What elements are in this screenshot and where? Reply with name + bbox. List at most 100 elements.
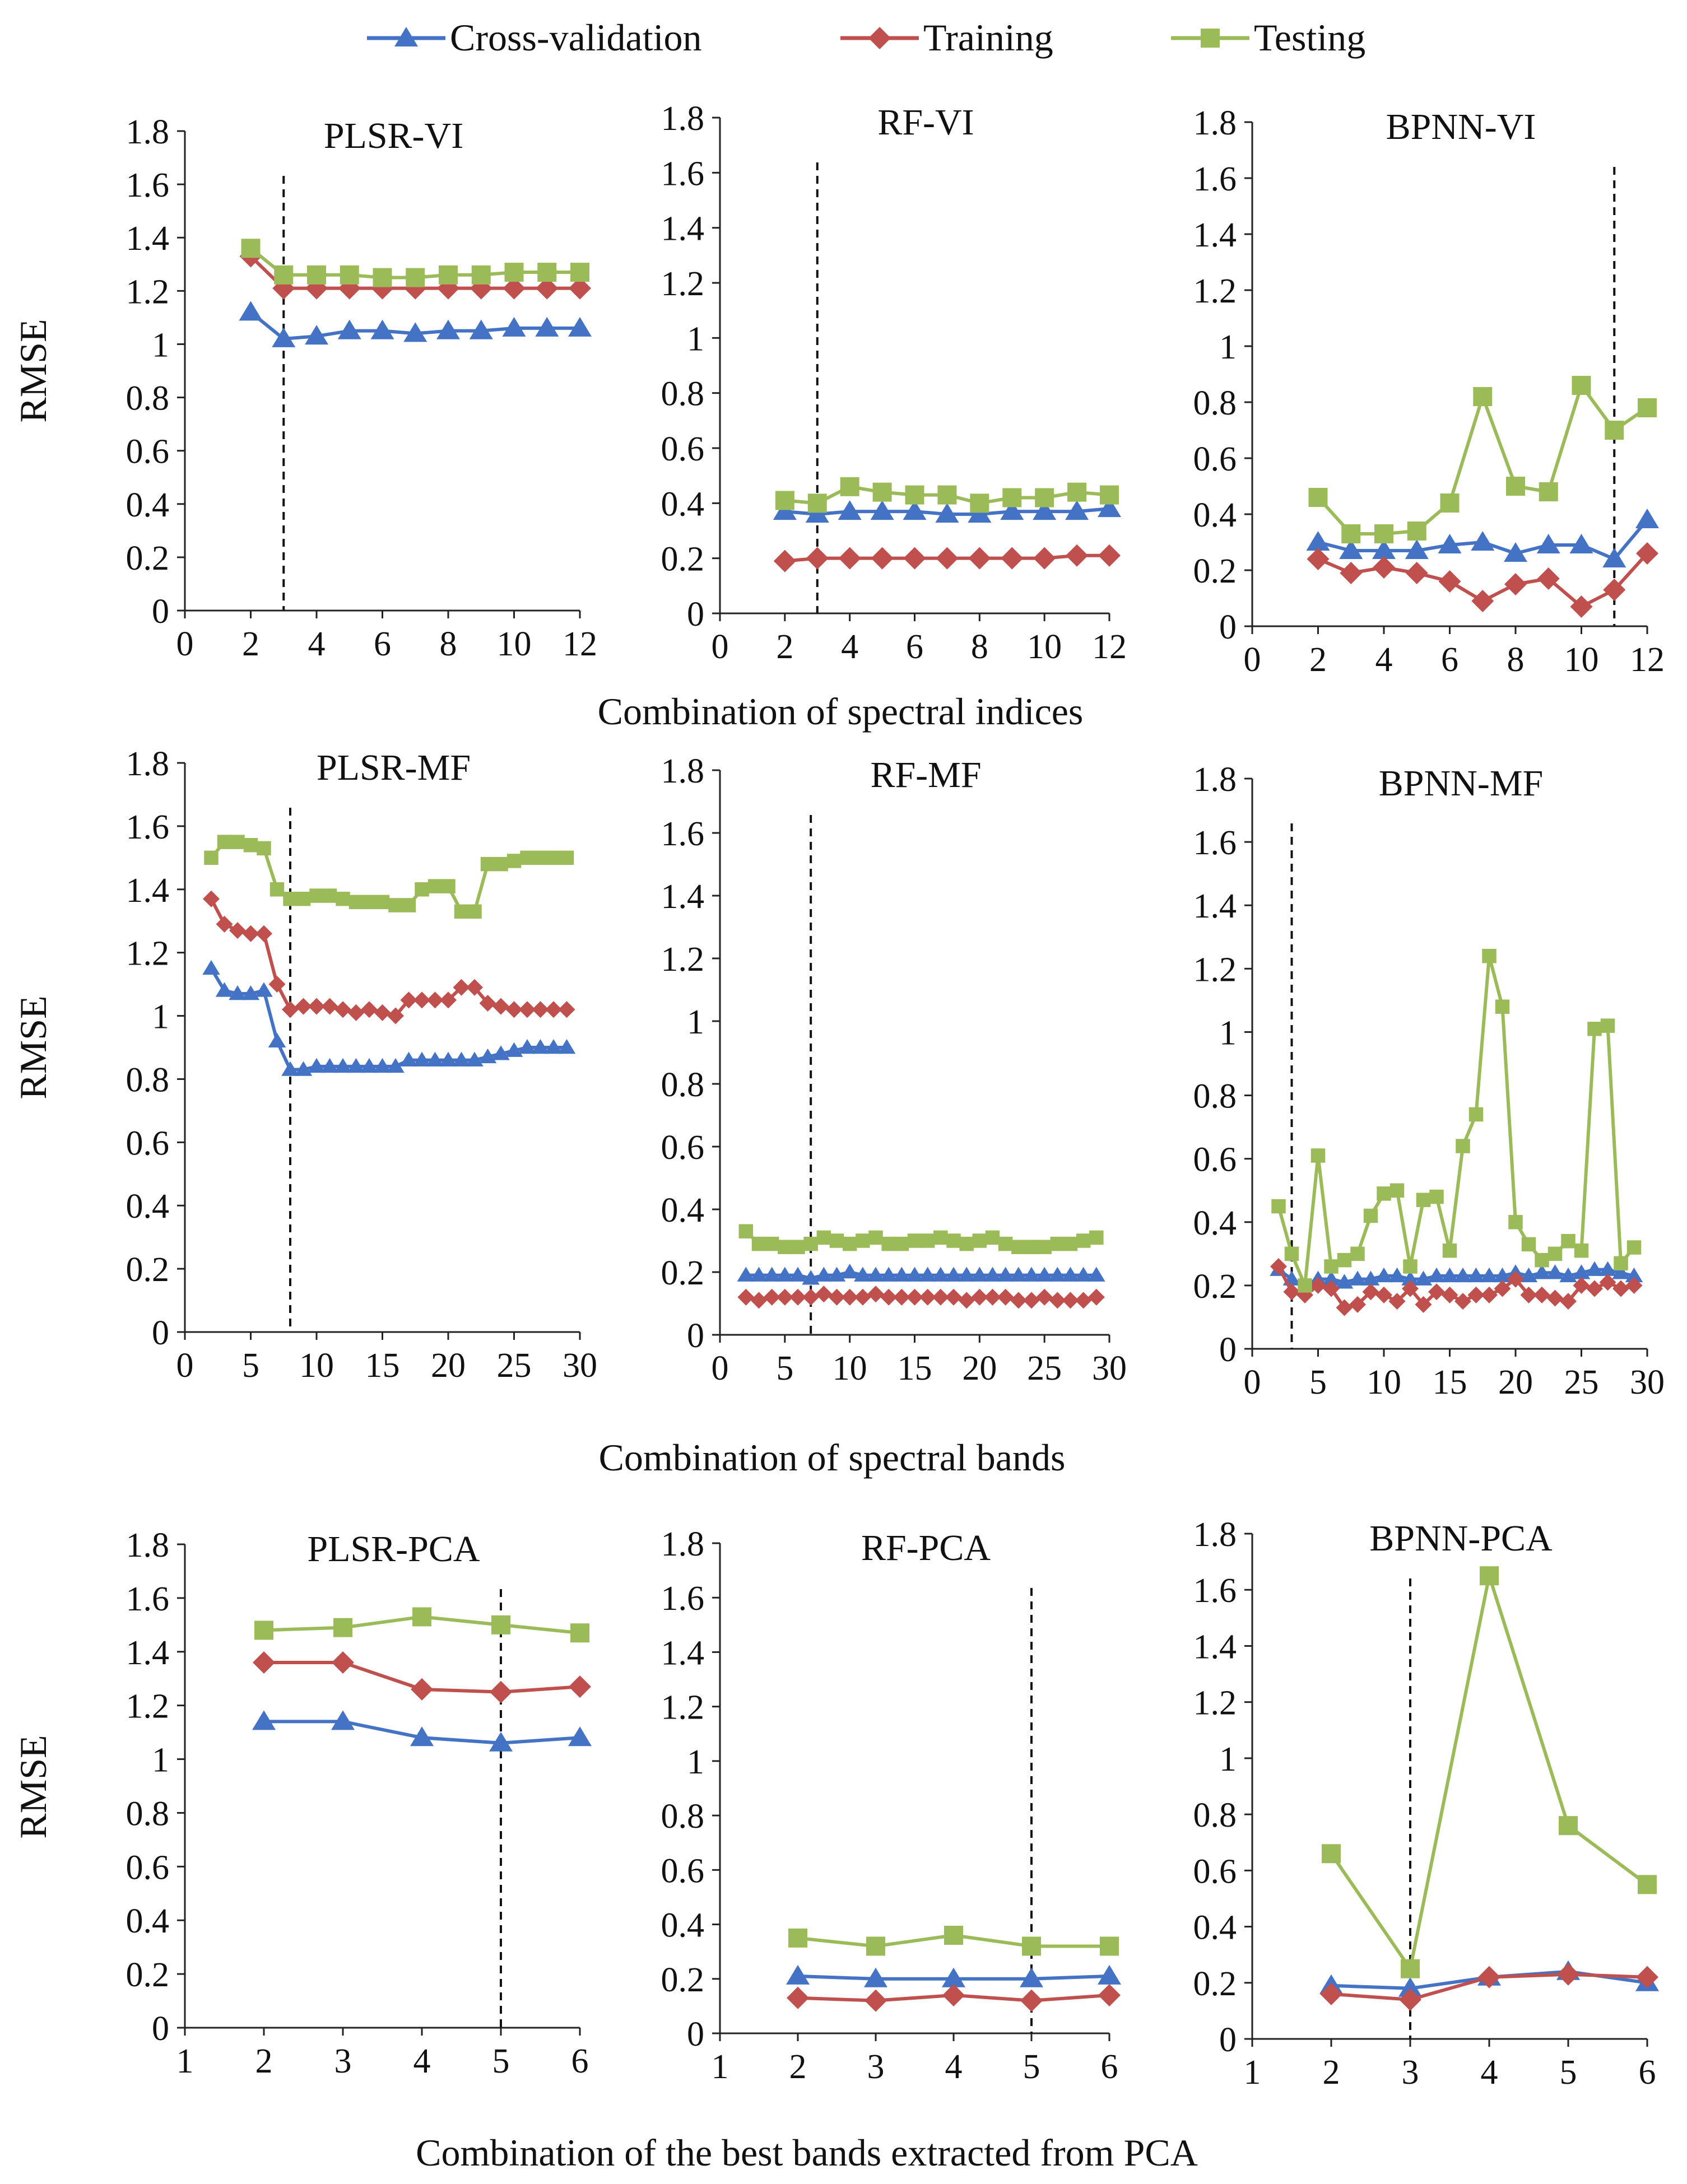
panels: 00.20.40.60.811.21.41.61.80 2 4 6 8 10 12PLSR-…	[12, 100, 1665, 2092]
point-training	[763, 1288, 780, 1306]
point-cross-validation	[1349, 1270, 1367, 1286]
point-training	[1599, 1274, 1616, 1291]
y-tick-label: 1.4	[126, 220, 170, 258]
y-tick-label: 0.4	[661, 485, 705, 523]
point-cross-validation	[413, 1051, 431, 1067]
y-tick-label: 1.6	[1193, 824, 1237, 862]
series-testing	[254, 1607, 589, 1643]
point-testing	[1473, 387, 1493, 406]
y-tick-label: 1	[1219, 328, 1237, 366]
series-cross-validation	[252, 1710, 592, 1752]
y-tick-label: 1.6	[661, 1580, 705, 1618]
point-cross-validation	[1635, 509, 1659, 528]
point-testing	[1521, 1237, 1536, 1252]
legend-item-training: Training	[840, 16, 1053, 59]
point-testing	[985, 1230, 1000, 1245]
point-training	[1075, 1292, 1092, 1309]
y-tick-label: 1.6	[126, 808, 170, 846]
panel-plsr-vi: 0 0.2 0.4 0.6 0.8 1 1.2 1.4 1.6 1.8 0 2 4 6 8 10 12 PLSR-…	[12, 113, 597, 663]
point-testing	[775, 491, 794, 510]
point-cross-validation	[786, 1964, 810, 1985]
point-cross-validation	[1033, 500, 1057, 520]
y-tick-label: 1.6	[1193, 160, 1237, 198]
point-training	[1010, 1292, 1027, 1309]
point-testing	[1100, 1936, 1119, 1956]
series-line-testing	[1330, 1574, 1648, 1971]
point-cross-validation	[1065, 500, 1089, 520]
point-training	[932, 1288, 949, 1306]
point-cross-validation	[1625, 1267, 1643, 1283]
x-tick-label: 10	[1027, 628, 1062, 666]
point-cross-validation	[1339, 539, 1363, 559]
x-tick-label: 2	[255, 2042, 273, 2080]
point-testing	[791, 1240, 805, 1254]
point-testing	[427, 879, 443, 893]
point-testing	[467, 904, 482, 919]
point-training	[308, 998, 325, 1015]
point-training	[1033, 547, 1056, 570]
point-testing	[494, 856, 508, 872]
point-cross-validation	[439, 1051, 457, 1067]
y-axis-label: RMSE	[12, 319, 54, 422]
point-testing	[533, 850, 548, 865]
panel-rf-vi: 0 0.2 0.4 0.6 0.8 1 1.2 1.4 1.6 1.8 0 2 4 6 8 10 12 RF-VI	[661, 100, 1127, 666]
row-label-pca-bands: Combination of the best bands extracted …	[416, 2131, 1198, 2174]
point-cross-validation	[776, 1266, 794, 1282]
x-tick-label: 20	[962, 1349, 997, 1387]
point-testing	[570, 263, 589, 282]
x-tick-label: 0	[712, 628, 729, 666]
series-cross-validation	[202, 960, 576, 1076]
point-training	[332, 1651, 354, 1674]
point-cross-validation	[840, 1264, 859, 1279]
legend: Cross-validation Training Testing	[367, 16, 1365, 59]
point-testing	[1037, 1240, 1052, 1254]
point-training	[1478, 1966, 1500, 1989]
y-tick-label: 0	[687, 2015, 704, 2053]
point-cross-validation	[505, 1042, 523, 1057]
panel-plsr-mf: 0 0.2 0.4 0.6 0.8 1 1.2 1.4 1.6 1.8 0 5 10 15 20 25 30 PL…	[12, 745, 597, 1385]
y-tick-label: 1.2	[661, 265, 705, 303]
point-testing	[1600, 1018, 1615, 1033]
point-training	[997, 1288, 1014, 1306]
point-testing	[959, 1236, 974, 1251]
x-tick-label: 0	[712, 1349, 729, 1387]
point-training	[1405, 562, 1428, 584]
point-cross-validation	[932, 1266, 950, 1282]
point-testing	[907, 1233, 922, 1248]
point-training	[519, 1001, 536, 1018]
point-cross-validation	[1048, 1266, 1067, 1282]
point-cross-validation	[750, 1266, 768, 1282]
x-tick-label: 2	[776, 628, 793, 666]
series-training	[253, 1651, 591, 1703]
point-cross-validation	[305, 325, 328, 345]
y-tick-label: 1.4	[1193, 887, 1237, 925]
x-tick-label: 5	[492, 2042, 510, 2080]
point-testing	[1002, 488, 1022, 507]
series-cross-validation	[737, 1264, 1105, 1285]
y-tick-label: 1.8	[661, 1525, 705, 1563]
point-testing	[336, 891, 350, 906]
x-tick-label: 10	[497, 625, 532, 663]
point-cross-validation	[1467, 1267, 1485, 1283]
point-testing	[257, 841, 271, 856]
point-testing	[1011, 1240, 1026, 1254]
x-tick-label: 3	[867, 2048, 885, 2086]
point-cross-validation	[252, 1710, 276, 1730]
legend-marker-diamond	[868, 27, 891, 49]
point-testing	[243, 838, 258, 853]
point-training	[1636, 542, 1658, 565]
point-testing	[340, 265, 359, 285]
y-tick-label: 0.2	[126, 539, 170, 578]
y-tick-label: 1.4	[661, 210, 705, 248]
point-cross-validation	[1061, 1266, 1080, 1282]
y-tick-label: 1.8	[661, 100, 705, 138]
point-cross-validation	[1306, 531, 1330, 551]
legend-marker-square	[1201, 29, 1220, 48]
point-training	[1557, 1963, 1579, 1986]
point-cross-validation	[763, 1266, 781, 1282]
point-training	[1098, 544, 1121, 567]
x-tick-label: 1	[176, 2042, 194, 2080]
y-tick-label: 0.6	[1193, 440, 1237, 478]
point-training	[1399, 1988, 1421, 2011]
